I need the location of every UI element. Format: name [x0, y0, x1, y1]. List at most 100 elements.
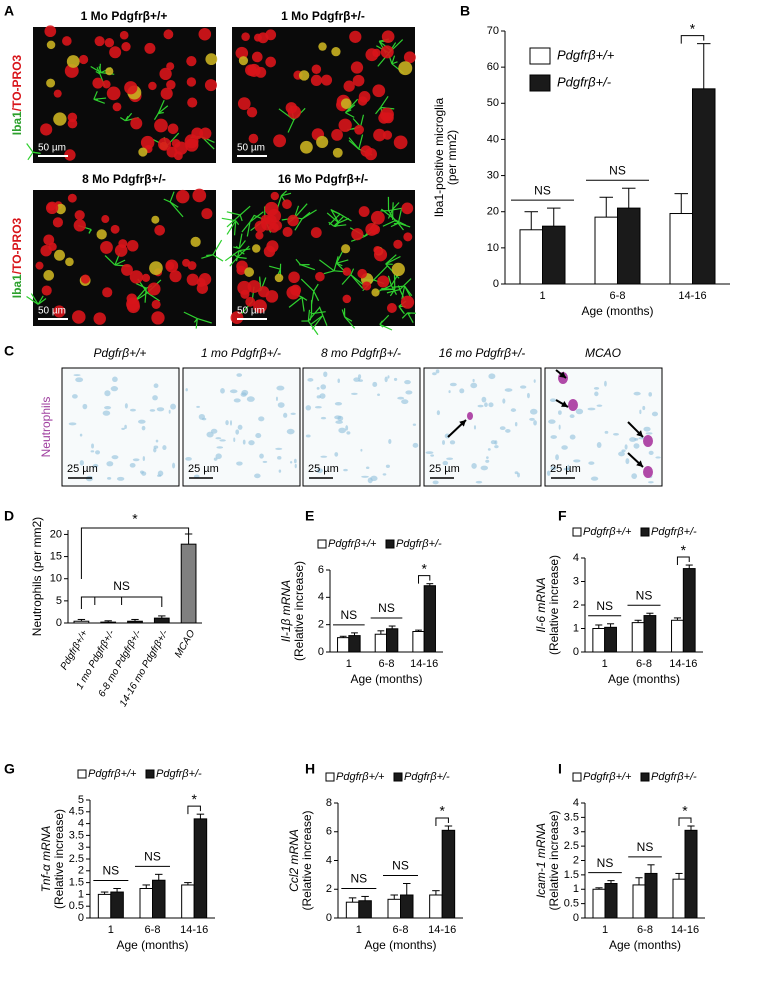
- significance-bracket: [435, 817, 449, 826]
- nucleus: [245, 296, 256, 307]
- process: [382, 219, 397, 227]
- process: [379, 323, 393, 331]
- nucleus: [112, 102, 122, 112]
- speckle: [172, 462, 176, 469]
- legend-swatch: [77, 769, 87, 779]
- process: [300, 278, 315, 292]
- nucleus: [141, 273, 151, 282]
- nucleus: [370, 210, 385, 225]
- speckle: [639, 409, 642, 415]
- nucleus: [255, 231, 264, 240]
- speckle: [648, 392, 652, 397]
- speckle: [196, 405, 200, 408]
- nucleus: [245, 64, 257, 77]
- speckle: [236, 461, 243, 466]
- process: [104, 255, 116, 266]
- process: [241, 221, 251, 233]
- y-tick-label: 0: [56, 617, 62, 629]
- nucleus: [349, 30, 362, 43]
- nucleus: [104, 37, 115, 48]
- process: [345, 112, 355, 118]
- speckle: [305, 434, 311, 438]
- process: [301, 209, 317, 220]
- nucleus: [248, 133, 259, 144]
- neutrophil: [643, 466, 653, 478]
- nucleus: [254, 220, 267, 233]
- nucleus: [230, 311, 244, 325]
- image-title: 1 Mo Pdgfrβ+/-: [281, 9, 365, 23]
- bar: [193, 818, 208, 919]
- process: [350, 274, 365, 287]
- process: [246, 221, 251, 237]
- nucleus: [92, 77, 104, 89]
- panel-label: C: [4, 343, 14, 359]
- nucleus: [371, 288, 380, 297]
- y-tick-label: 1.5: [69, 877, 84, 889]
- speckle: [514, 422, 518, 427]
- process: [345, 109, 352, 114]
- bar: [672, 878, 686, 919]
- nucleus: [247, 280, 261, 294]
- legend-label: Pdgfrβ+/-: [651, 771, 697, 783]
- nucleus: [121, 42, 131, 52]
- ns-bracket: [80, 596, 163, 609]
- nucleus: [52, 217, 64, 228]
- bar: [429, 894, 443, 919]
- process: [293, 203, 308, 219]
- nucleus: [298, 70, 310, 81]
- speckle: [92, 463, 99, 468]
- speckle: [633, 391, 641, 396]
- nucleus: [64, 149, 76, 161]
- nucleus: [321, 74, 333, 86]
- nucleus: [393, 239, 403, 249]
- speckle: [385, 464, 390, 469]
- legend-label: Pdgfrβ+/-: [156, 768, 202, 780]
- y-tick-label: 20: [487, 206, 499, 218]
- nucleus: [311, 64, 322, 75]
- speckle: [153, 447, 157, 453]
- x-tick-label: 6-8: [393, 924, 409, 936]
- nucleus: [316, 135, 329, 149]
- x-tick-label: 14-16 mo Pdgfrβ+/-: [118, 628, 171, 709]
- ns-label: NS: [609, 163, 626, 177]
- speckle: [370, 475, 378, 481]
- legend-swatch: [393, 772, 403, 782]
- bar: [152, 879, 166, 919]
- neutrophil: [643, 435, 653, 447]
- x-tick-label: 14-16: [669, 658, 697, 670]
- nucleus: [258, 286, 270, 298]
- legend-label: Pdgfrβ+/+: [336, 771, 385, 783]
- speckle: [625, 458, 630, 465]
- ns-label: NS: [636, 588, 653, 602]
- speckle: [141, 471, 147, 476]
- speckle: [484, 402, 488, 408]
- bar: [684, 829, 698, 919]
- y-axis-label: Icam-1 mRNA: [534, 823, 548, 898]
- process: [322, 315, 328, 326]
- nucleus: [110, 224, 120, 234]
- speckle: [193, 474, 200, 479]
- y-tick-label: 40: [487, 133, 499, 145]
- nucleus: [267, 209, 282, 223]
- y-tick-label: 3.5: [69, 829, 84, 841]
- speckle: [277, 402, 285, 408]
- process: [233, 220, 237, 236]
- speckle: [618, 451, 625, 457]
- speckle: [225, 420, 229, 426]
- y-axis-label: Neutrophils (per mm2): [30, 517, 44, 636]
- process: [235, 250, 240, 262]
- y-tick-label: 0.5: [69, 900, 84, 912]
- x-tick-label: 6-8: [379, 658, 395, 670]
- ns-label: NS: [392, 859, 409, 873]
- bar: [110, 891, 124, 919]
- x-tick-label: 6-8: [637, 924, 653, 936]
- legend-swatch: [317, 539, 327, 549]
- speckle: [142, 456, 146, 461]
- process: [93, 91, 98, 100]
- nucleus: [403, 51, 416, 64]
- speckle: [152, 395, 158, 401]
- significance-bracket: [418, 575, 431, 584]
- speckle: [337, 378, 340, 384]
- speckle: [129, 463, 136, 468]
- bar: [604, 883, 618, 919]
